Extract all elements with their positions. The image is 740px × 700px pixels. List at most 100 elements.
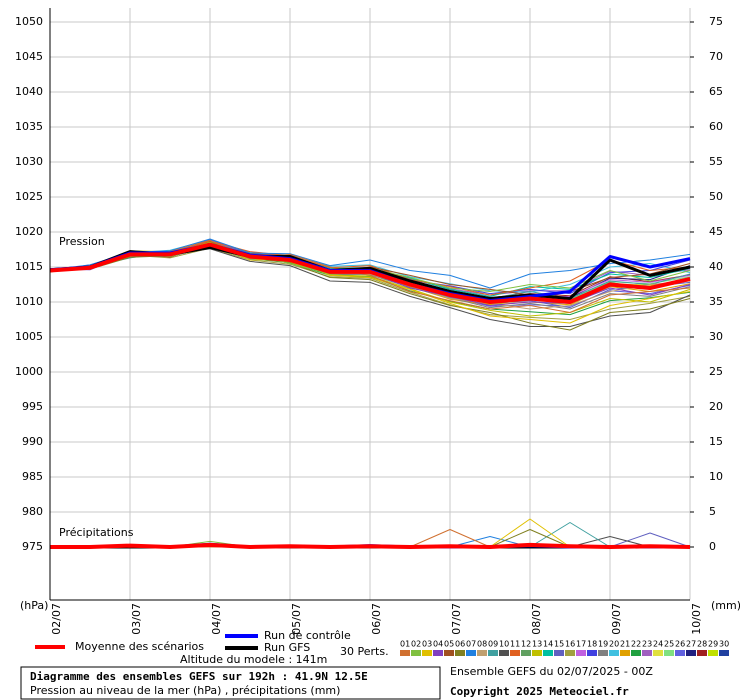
x-tick-label: 07/07 [450, 603, 463, 635]
y2-tick-label: 45 [709, 225, 723, 238]
legend-swatch [631, 650, 641, 656]
legend-swatch [587, 650, 597, 656]
run-info: Ensemble GEFS du 02/07/2025 - 00Z [450, 665, 653, 678]
legend-label: 11 [510, 640, 520, 649]
y-tick-label: 1015 [15, 260, 43, 273]
altitude: Altitude du modele : 141m [180, 653, 327, 666]
legend-label: Run GFS [264, 641, 310, 654]
legend-label: Moyenne des scénarios [75, 640, 204, 653]
y2-tick-label: 65 [709, 85, 723, 98]
y-tick-label: 1000 [15, 365, 43, 378]
legend-swatch [543, 650, 553, 656]
y2-tick-label: 55 [709, 155, 723, 168]
perts-label: 30 Perts. [340, 645, 389, 658]
legend-swatch [400, 650, 410, 656]
legend-label: 24 [653, 640, 663, 649]
legend-swatch [521, 650, 531, 656]
pressure-line [49, 242, 691, 304]
legend-label: 15 [554, 640, 564, 649]
y-tick-label: 980 [22, 505, 43, 518]
legend-label: 14 [543, 640, 553, 649]
legend-swatch [708, 650, 718, 656]
legend-swatch [719, 650, 729, 656]
legend-label: 21 [620, 640, 630, 649]
legend-label: 09 [488, 640, 498, 649]
y2-tick-label: 10 [709, 470, 723, 483]
y-tick-label: 990 [22, 435, 43, 448]
legend-label: 12 [521, 640, 531, 649]
legend-label: 27 [686, 640, 696, 649]
y-tick-label: 1045 [15, 50, 43, 63]
y-tick-label: 1025 [15, 190, 43, 203]
legend-label: 04 [433, 640, 443, 649]
lines [49, 238, 691, 549]
legend-label: 20 [609, 640, 619, 649]
x-tick-label: 08/07 [530, 603, 543, 635]
legend-swatch [653, 650, 663, 656]
y2-tick-label: 5 [709, 505, 716, 518]
legend-label: 30 [719, 640, 729, 649]
legend-label: 06 [455, 640, 465, 649]
legend-swatch [510, 650, 520, 656]
legend-swatch [598, 650, 608, 656]
y-tick-label: 1035 [15, 120, 43, 133]
legend-swatch [433, 650, 443, 656]
legend-swatch [664, 650, 674, 656]
pressure-line [49, 238, 691, 289]
y2-tick-label: 15 [709, 435, 723, 448]
y-axis-label: (hPa) [20, 599, 48, 612]
y-tick-label: 995 [22, 400, 43, 413]
title-box [20, 666, 441, 700]
legend-swatch [620, 650, 630, 656]
annotation: Pression [59, 235, 105, 248]
x-tick-label: 03/07 [130, 603, 143, 635]
y-tick-label: 1005 [15, 330, 43, 343]
legend-swatch [554, 650, 564, 656]
legend-swatch [609, 650, 619, 656]
legend-swatch [642, 650, 652, 656]
y2-tick-label: 20 [709, 400, 723, 413]
legend-swatch [675, 650, 685, 656]
legend-label: 01 [400, 640, 410, 649]
legend-label: 29 [708, 640, 718, 649]
legend-label: 03 [422, 640, 432, 649]
x-tick-label: 10/07 [690, 603, 703, 635]
legend-swatch [686, 650, 696, 656]
y2-tick-label: 25 [709, 365, 723, 378]
legend-label: 10 [499, 640, 509, 649]
y2-tick-label: 40 [709, 260, 723, 273]
legend-swatch [455, 650, 465, 656]
y-tick-label: 1030 [15, 155, 43, 168]
legend-swatch [576, 650, 586, 656]
legend-label: 28 [697, 640, 707, 649]
y2-tick-label: 75 [709, 15, 723, 28]
legend-label: Run de contrôle [264, 629, 351, 642]
x-tick-label: 06/07 [370, 603, 383, 635]
legend-swatch [499, 650, 509, 656]
annotation: Précipitations [59, 526, 134, 539]
x-tick-label: 05/07 [290, 603, 303, 635]
x-tick-label: 02/07 [50, 603, 63, 635]
y2-tick-label: 50 [709, 190, 723, 203]
y2-tick-label: 70 [709, 50, 723, 63]
y2-axis-label: (mm) [711, 599, 740, 612]
legend-label: 23 [642, 640, 652, 649]
legend-swatch [466, 650, 476, 656]
legend-label: 17 [576, 640, 586, 649]
y2-tick-label: 0 [709, 540, 716, 553]
y2-tick-label: 30 [709, 330, 723, 343]
y2-tick-label: 60 [709, 120, 723, 133]
legend-label: 02 [411, 640, 421, 649]
legend-label: 05 [444, 640, 454, 649]
y-tick-label: 1040 [15, 85, 43, 98]
legend-swatch [444, 650, 454, 656]
y2-tick-label: 35 [709, 295, 723, 308]
x-tick-label: 04/07 [210, 603, 223, 635]
legend-label: 07 [466, 640, 476, 649]
y-tick-label: 1050 [15, 15, 43, 28]
legend-swatch [422, 650, 432, 656]
legend-swatch [532, 650, 542, 656]
legend-swatch [697, 650, 707, 656]
y-tick-label: 1010 [15, 295, 43, 308]
